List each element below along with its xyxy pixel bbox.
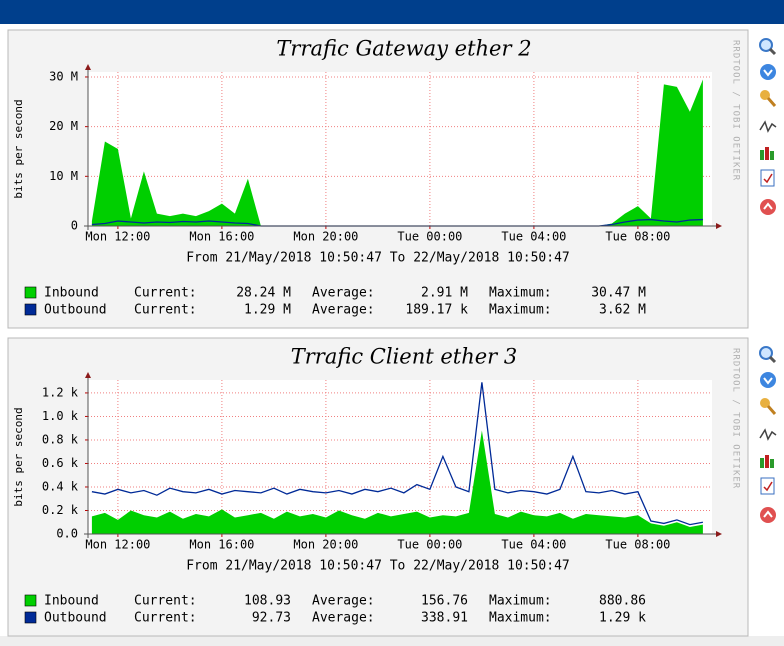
- stat-label: Current:: [134, 611, 197, 626]
- x-axis-arrow: [716, 531, 722, 537]
- stat-label: Average:: [312, 611, 375, 626]
- stat-label: Average:: [312, 286, 375, 301]
- stat-value: 2.91 M: [421, 286, 468, 301]
- stat-label: Maximum:: [489, 303, 552, 318]
- y-axis-arrow: [85, 372, 91, 378]
- graph-panel: Trrafic Client ether 3 RRDTOOL / TOBI OET…: [7, 337, 749, 637]
- graph-panel: Trrafic Gateway ether 2 RRDTOOL / TOBI OE…: [7, 29, 749, 329]
- x-tick-label: Mon 20:00: [293, 230, 358, 244]
- chart-title: Trrafic Client ether 3: [291, 345, 518, 369]
- x-axis-caption: From 21/May/2018 10:50:47 To 22/May/2018…: [186, 559, 570, 574]
- y-tick-label: 0.2 k: [42, 503, 79, 517]
- stat-label: Average:: [312, 594, 375, 609]
- x-tick-label: Tue 08:00: [605, 538, 670, 552]
- stat-value: 880.86: [599, 594, 646, 609]
- x-axis-caption: From 21/May/2018 10:50:47 To 22/May/2018…: [186, 251, 570, 266]
- stat-label: Current:: [134, 594, 197, 609]
- x-tick-label: Tue 04:00: [501, 230, 566, 244]
- watermark: RRDTOOL / TOBI OETIKER: [731, 40, 741, 181]
- stat-value: 28.24 M: [236, 286, 291, 301]
- x-tick-label: Mon 12:00: [85, 538, 150, 552]
- stat-value: 1.29 k: [599, 611, 646, 626]
- line-series: [91, 382, 704, 526]
- y-tick-label: 0.0: [56, 527, 78, 541]
- x-tick-label: Mon 20:00: [293, 538, 358, 552]
- stat-label: Maximum:: [489, 611, 552, 626]
- stat-value: 338.91: [421, 611, 468, 626]
- legend-swatch: [24, 594, 37, 607]
- chart-title: Trrafic Gateway ether 2: [276, 37, 531, 61]
- legend-swatch: [24, 611, 37, 624]
- x-tick-label: Tue 00:00: [397, 230, 462, 244]
- y-tick-label: 1.2 k: [42, 385, 79, 399]
- x-tick-label: Mon 12:00: [85, 230, 150, 244]
- stat-value: 189.17 k: [405, 303, 468, 318]
- y-tick-label: 0.6 k: [42, 456, 79, 470]
- y-tick-label: 0.8 k: [42, 432, 79, 446]
- trend-icon[interactable]: [759, 120, 777, 133]
- y-tick-label: 0: [71, 219, 78, 233]
- stat-value: 3.62 M: [599, 303, 646, 318]
- stat-value: 30.47 M: [591, 286, 646, 301]
- y-tick-label: 0.4 k: [42, 479, 79, 493]
- bottom-strip: [0, 636, 784, 646]
- properties-icon[interactable]: [760, 90, 777, 107]
- download-icon[interactable]: [760, 372, 776, 388]
- stat-value: 1.29 M: [244, 303, 291, 318]
- y-tick-label: 1.0 k: [42, 409, 79, 423]
- x-tick-label: Tue 04:00: [501, 538, 566, 552]
- y-axis-label: bits per second: [12, 407, 25, 506]
- download-icon[interactable]: [760, 64, 776, 80]
- toolbar-2: [759, 346, 777, 523]
- top-bar: [0, 0, 784, 24]
- remove-icon[interactable]: [760, 199, 776, 215]
- y-tick-label: 20 M: [49, 119, 78, 133]
- stat-label: Current:: [134, 303, 197, 318]
- y-tick-label: 30 M: [49, 69, 78, 83]
- area-series: [91, 430, 703, 534]
- x-tick-label: Tue 08:00: [605, 230, 670, 244]
- x-axis-arrow: [716, 223, 722, 229]
- toolbar-1: [759, 38, 777, 215]
- properties-icon[interactable]: [760, 398, 777, 415]
- bars-icon[interactable]: [760, 147, 774, 160]
- stat-value: 156.76: [421, 594, 468, 609]
- y-tick-label: 10 M: [49, 169, 78, 183]
- legend-label: Outbound: [44, 611, 107, 626]
- trend-icon[interactable]: [759, 428, 777, 441]
- y-axis-arrow: [85, 64, 91, 70]
- legend-label: Inbound: [44, 286, 99, 301]
- legend-swatch: [24, 303, 37, 316]
- bars-icon[interactable]: [760, 455, 774, 468]
- stat-label: Maximum:: [489, 594, 552, 609]
- stat-value: 108.93: [244, 594, 291, 609]
- stat-label: Current:: [134, 286, 197, 301]
- stat-value: 92.73: [252, 611, 291, 626]
- report-icon[interactable]: [760, 169, 775, 187]
- legend-label: Inbound: [44, 594, 99, 609]
- zoom-icon[interactable]: [759, 38, 777, 56]
- plot-background: [88, 72, 712, 226]
- report-icon[interactable]: [760, 477, 775, 495]
- area-series: [91, 79, 703, 226]
- remove-icon[interactable]: [760, 507, 776, 523]
- x-tick-label: Mon 16:00: [189, 230, 254, 244]
- x-tick-label: Tue 00:00: [397, 538, 462, 552]
- plot-background: [88, 380, 712, 534]
- stat-label: Maximum:: [489, 286, 552, 301]
- stat-label: Average:: [312, 303, 375, 318]
- zoom-icon[interactable]: [759, 346, 777, 364]
- x-tick-label: Mon 16:00: [189, 538, 254, 552]
- legend-label: Outbound: [44, 303, 107, 318]
- watermark: RRDTOOL / TOBI OETIKER: [731, 348, 741, 489]
- legend-swatch: [24, 286, 37, 299]
- y-axis-label: bits per second: [12, 99, 25, 198]
